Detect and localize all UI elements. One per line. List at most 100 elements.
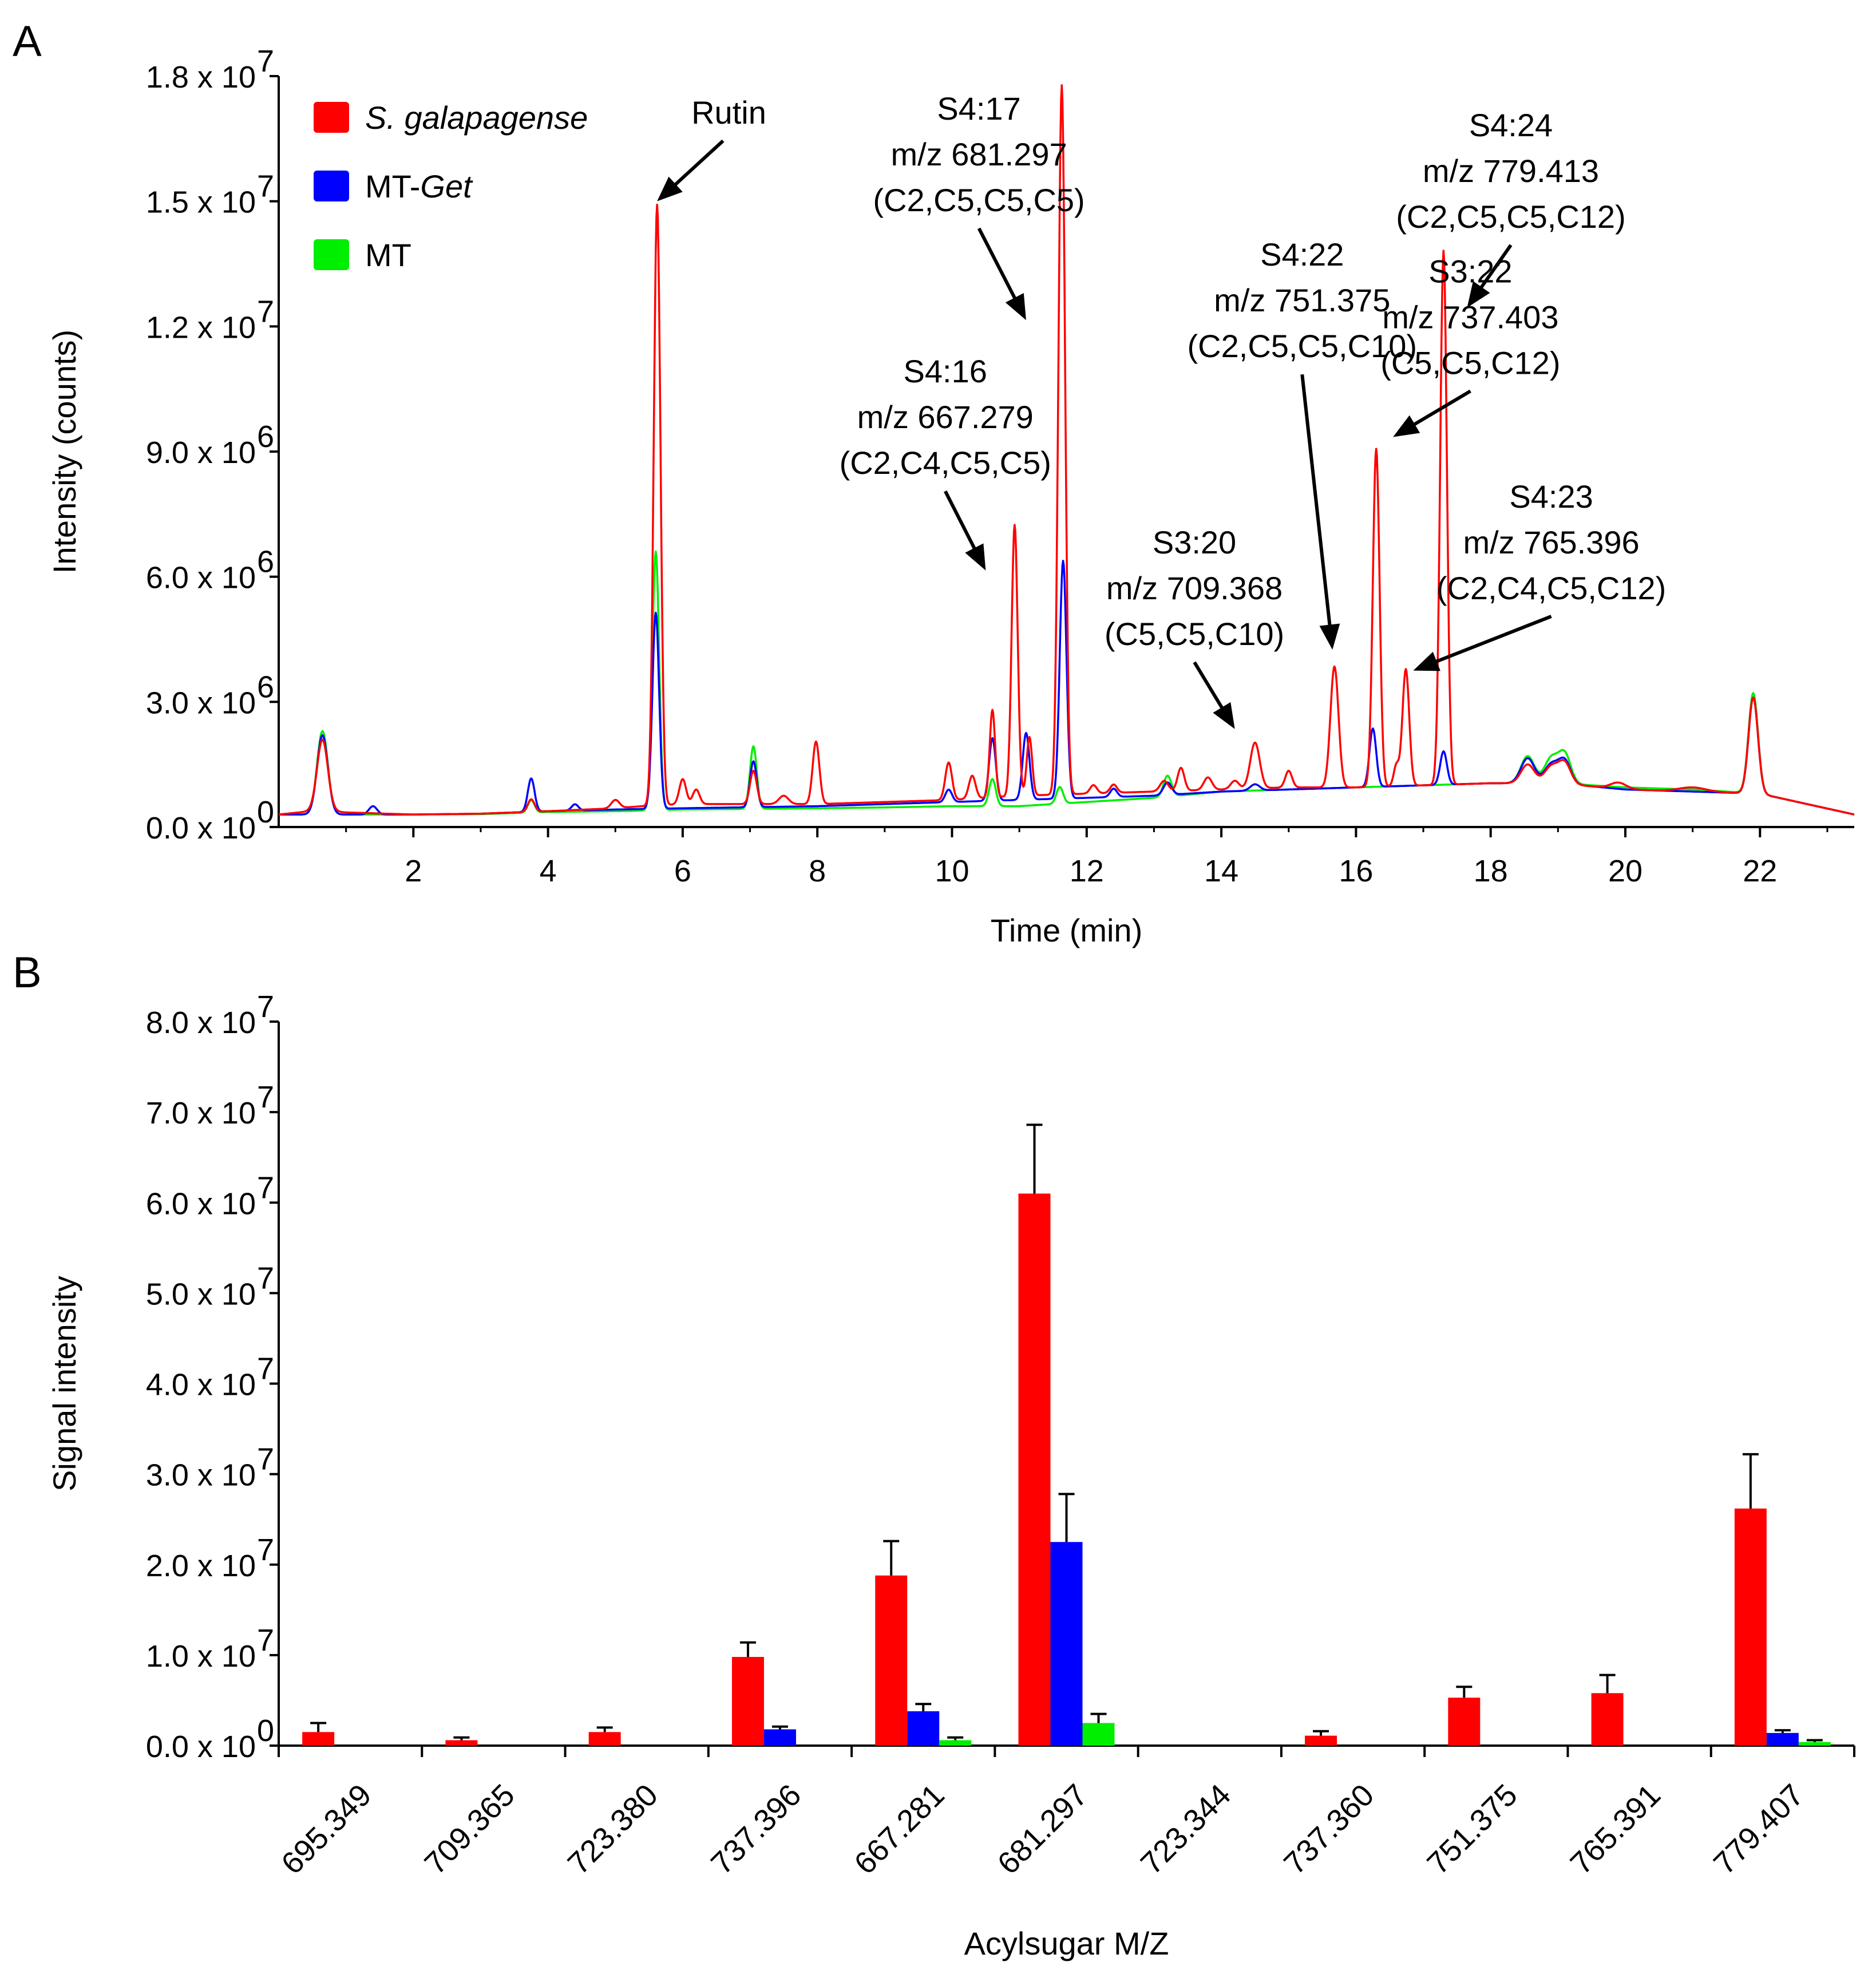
annotation-line: S4:24 [1469,107,1553,143]
legend-label: S. galapagense [365,100,588,136]
annotation-line: (C2,C4,C5,C5) [840,445,1051,481]
annotation-line: Rutin [691,94,766,130]
annotation-line: (C2,C5,C5,C5) [873,182,1085,218]
annotation-arrow [1405,389,1471,431]
annotation-s4-24: S4:24 m/z 779.413 (C2,C5,C5,C12) [1396,107,1626,308]
panel-a-y-tick-exponent: 6 [257,545,274,579]
series-line-s-galapagense [278,84,1855,816]
annotation-line: (C5,C5,C10) [1105,616,1284,652]
panel-b-y-tick-exponent: 7 [257,1170,274,1205]
panel-b-axes: 0.0 x 10 01.0 x 10 72.0 x 10 73.0 x 10 74.0 … [146,990,1855,1881]
panel-a-y-tick-exponent: 6 [257,420,274,454]
annotation-line: S4:23 [1509,478,1593,515]
panel-b-y-tick-label: 6.0 x 10 [146,1186,256,1221]
panel-a-series-lines [278,84,1855,816]
bar-s-galapagense [445,1740,478,1746]
panel-b-x-tick-label: 765.391 [1564,1778,1667,1881]
annotation-line: S3:20 [1153,524,1236,560]
annotation-line: m/z 751.375 [1214,282,1390,318]
panel-b-y-tick-exponent: 0 [257,1714,274,1748]
bar-s-galapagense [875,1575,908,1746]
panel-b-y-tick-exponent: 7 [257,990,274,1024]
annotation-arrowhead [1413,651,1440,671]
bar-mt [1082,1723,1115,1746]
panel-a-x-tick-label: 20 [1608,854,1643,888]
annotation-rutin: Rutin [657,94,766,201]
annotation-arrowhead [1319,623,1340,650]
bar-s-galapagense [1591,1693,1624,1746]
panel-a-y-tick-exponent: 7 [257,44,274,78]
panel-b-x-tick-label: 695.349 [275,1778,378,1881]
annotation-line: m/z 681.297 [890,136,1067,172]
panel-a-x-tick-label: 14 [1204,854,1238,888]
panel-b-letter: B [13,948,42,997]
panel-b-y-axis-title: Signal intensity [46,1276,82,1492]
annotation-line: S3:22 [1428,253,1512,289]
legend-swatch [314,171,349,201]
legend-label: MT [365,237,411,273]
panel-a-y-tick-label: 0.0 x 10 [146,811,256,845]
annotation-arrow [1474,244,1513,296]
panel-a-y-tick-label: 6.0 x 10 [146,561,256,595]
panel-b-y-tick-label: 1.0 x 10 [146,1639,256,1674]
panel-b-y-tick-label: 7.0 x 10 [146,1096,256,1130]
annotation-arrowhead [1467,281,1490,308]
annotation-arrow [977,227,1021,308]
panel-b-x-tick-label: 779.407 [1707,1778,1810,1881]
annotation-line: (C2,C4,C5,C12) [1436,570,1666,606]
bar-mt-get [907,1711,940,1746]
bar-mt-get [1050,1542,1083,1746]
annotation-line: (C2,C5,C5,C12) [1396,199,1625,235]
annotation-line: S4:22 [1260,236,1344,272]
bar-mt [1798,1742,1831,1746]
panel-a-y-tick-exponent: 7 [257,169,274,204]
panel-a-legend: S. galapagense MT-Get MT [314,100,588,273]
panel-a-x-tick-label: 16 [1339,854,1373,888]
annotation-line: m/z 709.368 [1106,570,1283,606]
panel-a-x-tick-label: 2 [405,854,422,888]
annotation-line: m/z 667.279 [857,399,1034,435]
panel-a-chromatogram: 0.0 x 10 03.0 x 10 66.0 x 10 69.0 x 10 61.2 … [46,44,1855,948]
annotation-s3-22: S3:22 m/z 737.403 (C5,C5,C12) [1380,253,1561,437]
panel-b-x-tick-label: 667.281 [848,1778,951,1881]
annotation-s4-23: S4:23 m/z 765.396 (C2,C4,C5,C12) [1413,478,1666,671]
bar-s-galapagense [588,1732,621,1746]
bar-mt [939,1740,972,1746]
panel-b-x-tick-label: 709.365 [418,1778,521,1881]
panel-b-bar-chart: 0.0 x 10 01.0 x 10 72.0 x 10 73.0 x 10 74.0 … [46,990,1855,1961]
panel-a-y-tick-label: 9.0 x 10 [146,436,256,470]
bar-s-galapagense [731,1657,764,1746]
panel-b-y-tick-exponent: 7 [257,1623,274,1657]
panel-b-x-tick-label: 723.380 [561,1778,664,1881]
panel-a-y-tick-label: 3.0 x 10 [146,686,256,720]
panel-b-y-tick-label: 5.0 x 10 [146,1277,256,1311]
annotation-s4-22: S4:22 m/z 751.375 (C2,C5,C5,C10) [1188,236,1417,650]
panel-b-bars [302,1123,1831,1746]
bar-s-galapagense [1305,1735,1337,1746]
annotation-line: m/z 737.403 [1382,299,1558,335]
annotation-arrowhead [1005,293,1026,321]
bar-s-galapagense [1018,1193,1051,1746]
annotation-s3-20: S3:20 m/z 709.368 (C5,C5,C10) [1105,524,1284,729]
panel-b-y-tick-exponent: 7 [257,1080,274,1114]
bar-mt-get [1766,1732,1799,1746]
panel-b-x-tick-label: 751.375 [1420,1778,1523,1881]
panel-b-y-tick-label: 0.0 x 10 [146,1730,256,1764]
legend-label: MT-Get [365,168,473,204]
panel-a-y-tick-label: 1.2 x 10 [146,310,256,345]
panel-a-y-tick-label: 1.8 x 10 [146,60,256,94]
annotation-arrow [1426,615,1552,667]
bar-s-galapagense [1448,1698,1481,1746]
annotation-arrow [1193,661,1229,717]
panel-b-x-tick-label: 681.297 [991,1778,1094,1881]
panel-a-x-tick-label: 12 [1070,854,1104,888]
annotation-line: S4:16 [904,353,987,389]
bar-s-galapagense [302,1732,335,1746]
panel-b-x-tick-label: 723.344 [1134,1778,1237,1881]
panel-b-y-tick-exponent: 7 [257,1352,274,1386]
panel-a-y-tick-exponent: 7 [257,294,274,329]
annotation-s4-17: S4:17 m/z 681.297 (C2,C5,C5,C5) [873,90,1085,321]
annotation-arrowhead [965,543,986,571]
panel-a-letter: A [13,17,42,66]
